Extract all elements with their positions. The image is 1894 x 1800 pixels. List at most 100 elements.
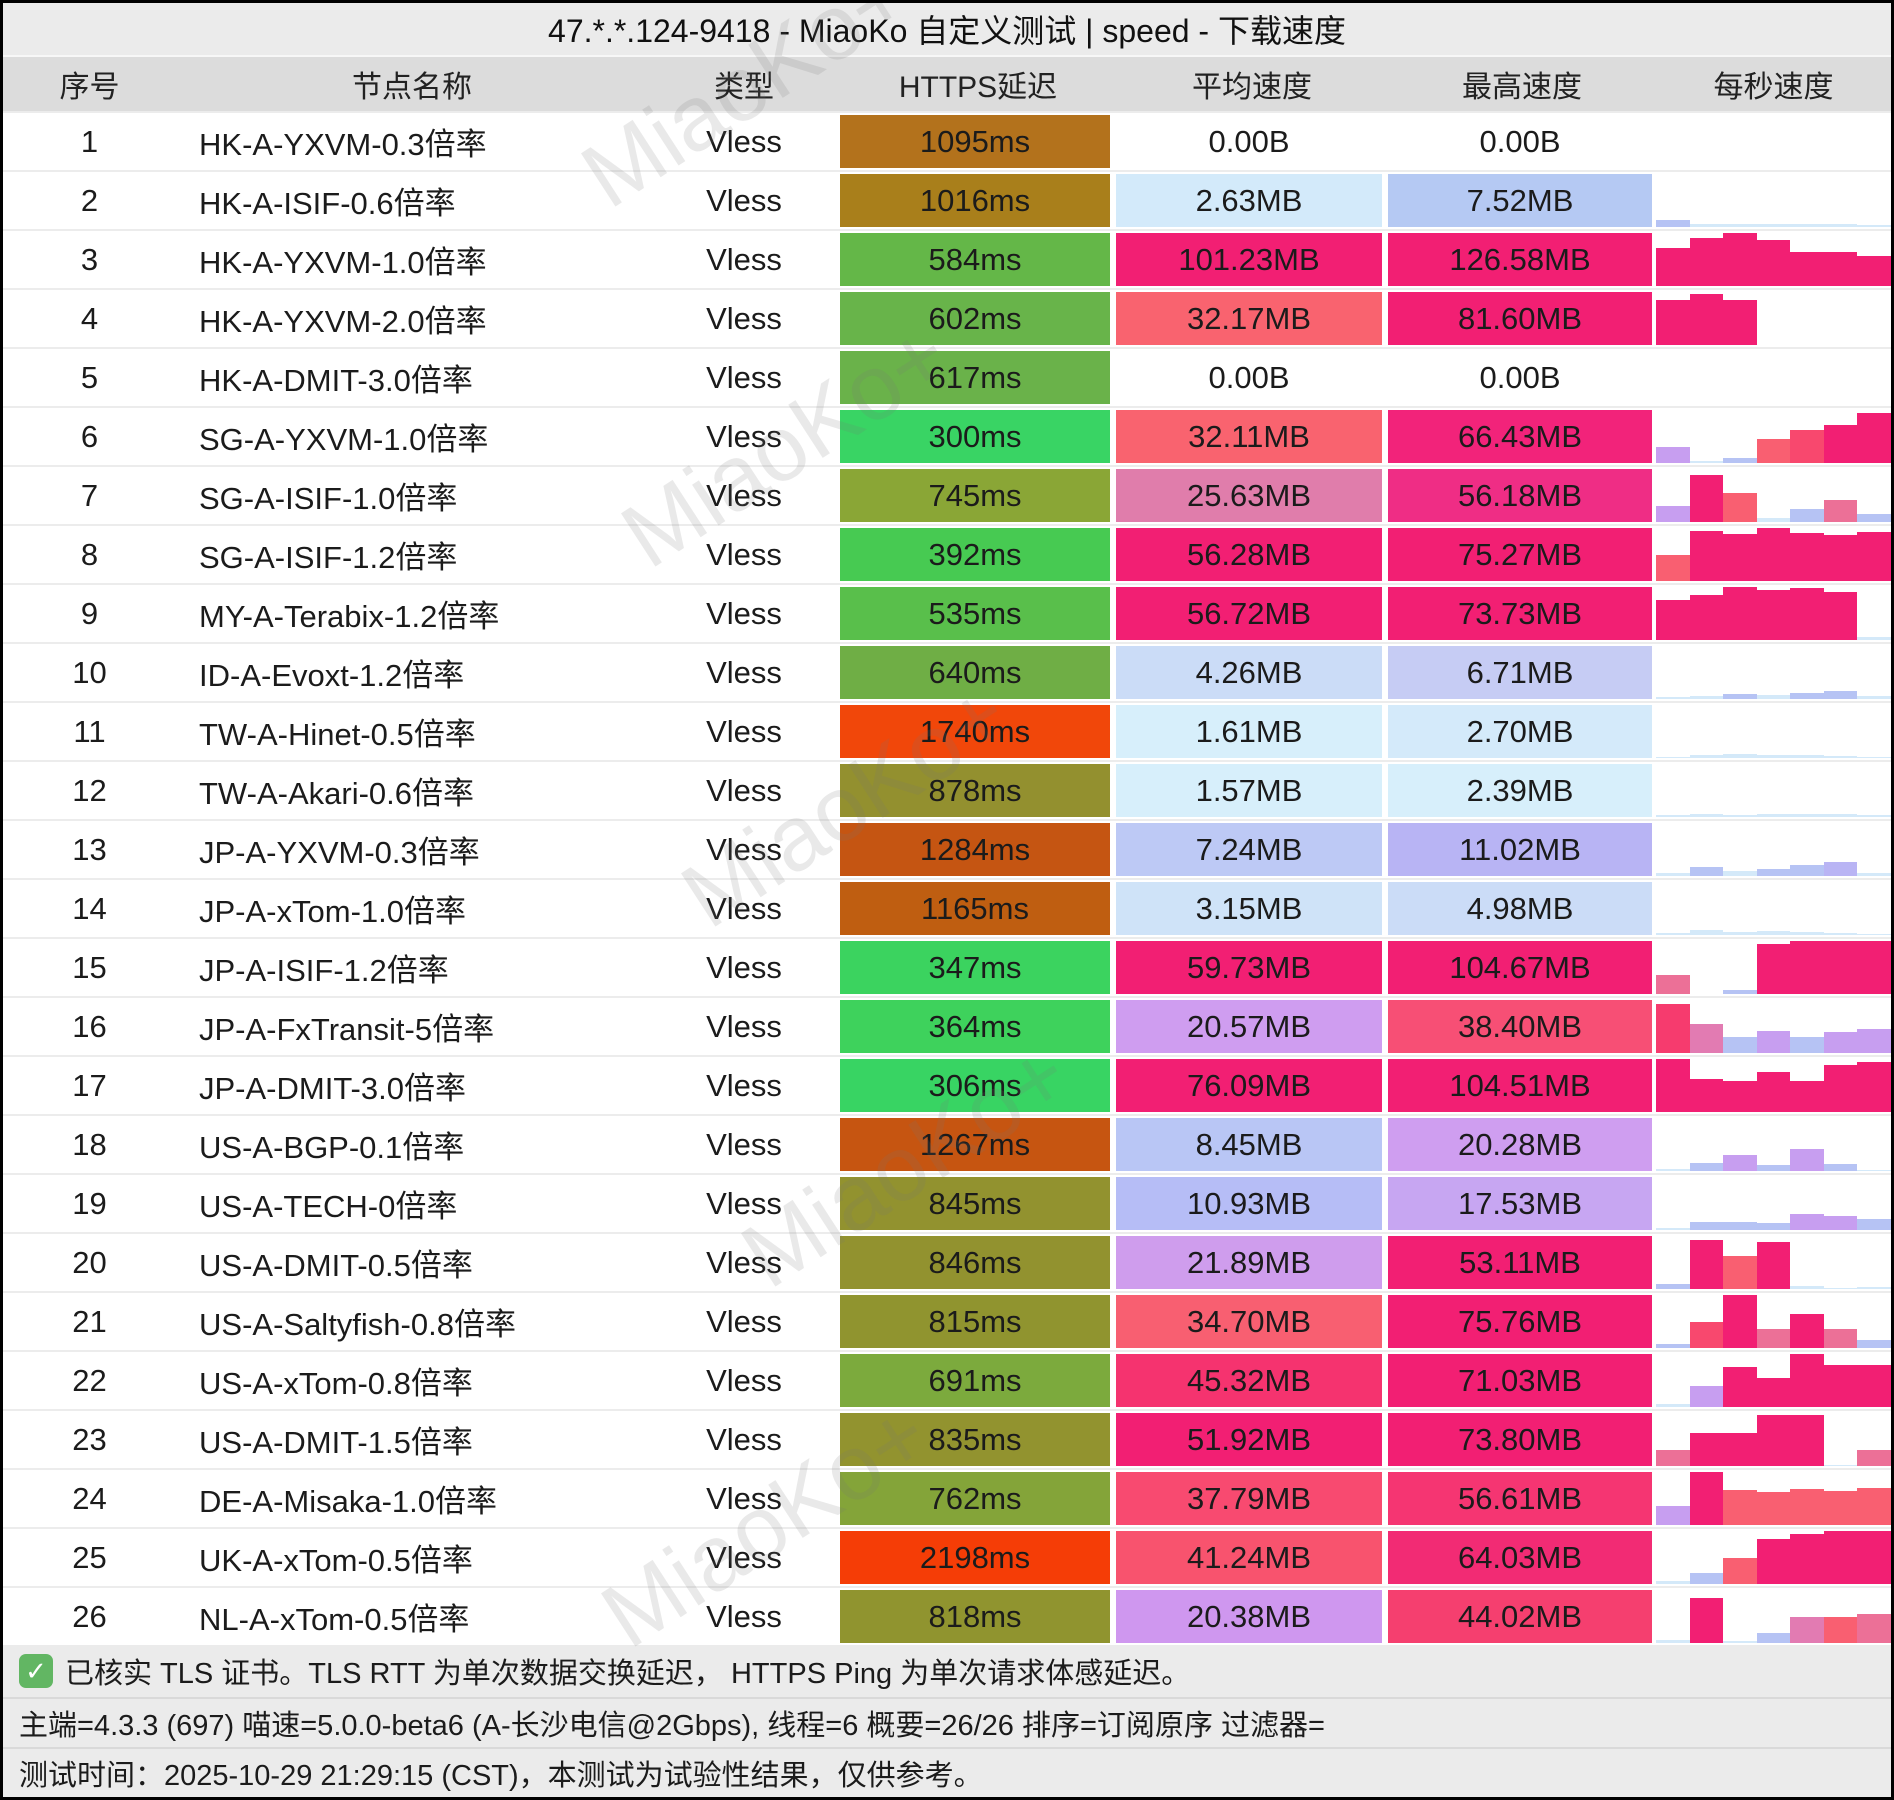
node-name-cell: SG-A-ISIF-1.0倍率	[199, 481, 458, 516]
speed-sparkline	[1656, 1295, 1891, 1348]
sparkline-bar	[1689, 1321, 1724, 1348]
row-index-cell: 7	[80, 477, 99, 513]
speed-sparkline	[1656, 410, 1891, 463]
speed-sparkline	[1656, 1059, 1891, 1112]
table-row: 26 NL-A-xTom-0.5倍率 Vless 818ms 20.38MB 44.02M…	[3, 1586, 1891, 1645]
footer: ✓ 已核实 TLS 证书。TLS RTT 为单次数据交换延迟， HTTPS Pi…	[3, 1645, 1891, 1797]
avg-speed-cell: 25.63MB	[1116, 469, 1382, 522]
max-speed-cell: 56.61MB	[1388, 1472, 1652, 1525]
https-latency-cell: 347ms	[840, 941, 1110, 994]
sparkline-bar	[1823, 1616, 1858, 1643]
sparkline-bar	[1689, 224, 1724, 227]
https-latency-cell-col: 878ms	[840, 762, 1116, 819]
sparkline-bar	[1723, 814, 1757, 817]
max-speed-cell-col: 0.00B	[1388, 349, 1656, 406]
node-name-cell: US-A-BGP-0.1倍率	[199, 1130, 465, 1165]
sparkline-bar	[1790, 430, 1824, 463]
row-index-cell: 15	[72, 949, 107, 985]
sparkline-bar	[1756, 1030, 1791, 1053]
sparkline-bar	[1857, 696, 1891, 699]
per-second-speed-cell	[1656, 762, 1891, 819]
per-second-speed-cell	[1656, 113, 1891, 170]
max-speed-cell: 73.80MB	[1388, 1413, 1652, 1466]
avg-speed-cell-col: 59.73MB	[1116, 939, 1388, 996]
row-index-cell: 2	[80, 182, 99, 218]
sparkline-bar	[1756, 869, 1791, 876]
sparkline-bar	[1823, 1065, 1858, 1112]
table-row: 1 HK-A-YXVM-0.3倍率 Vless 1095ms 0.00B 0.00B	[3, 111, 1891, 170]
sparkline-bar	[1823, 1164, 1858, 1171]
node-type-cell: Vless	[706, 1244, 782, 1280]
sparkline-bar	[1790, 755, 1824, 758]
sparkline-bar	[1857, 1286, 1891, 1289]
avg-speed-cell-col: 32.11MB	[1116, 408, 1388, 465]
avg-speed-cell-col: 51.92MB	[1116, 1411, 1388, 1468]
sparkline-bar	[1756, 224, 1791, 227]
max-speed-cell: 0.00B	[1479, 123, 1561, 159]
sparkline-bar	[1656, 506, 1690, 522]
node-type-cell: Vless	[706, 1067, 782, 1103]
col-header-node-name: 节点名称	[352, 71, 472, 104]
footer-test-time: 测试时间：2025-10-29 21:29:15 (CST)，本测试为试验性结果…	[3, 1747, 1891, 1797]
speed-sparkline	[1656, 115, 1891, 168]
sparkline-bar	[1857, 412, 1891, 463]
verified-check-icon: ✓	[19, 1654, 53, 1688]
sparkline-bar	[1689, 1432, 1724, 1466]
row-index-cell: 3	[80, 241, 99, 277]
https-latency-cell-col: 1016ms	[840, 172, 1116, 229]
sparkline-bar	[1756, 1242, 1791, 1289]
node-type-cell: Vless	[706, 1126, 782, 1162]
sparkline-bar	[1656, 756, 1690, 758]
avg-speed-cell: 76.09MB	[1116, 1059, 1382, 1112]
sparkline-bar	[1656, 975, 1690, 994]
node-name-cell: SG-A-YXVM-1.0倍率	[199, 422, 489, 457]
table-row: 18 US-A-BGP-0.1倍率 Vless 1267ms 8.45MB 20.28MB	[3, 1114, 1891, 1173]
table-row: 21 US-A-Saltyfish-0.8倍率 Vless 815ms 34.70MB 7…	[3, 1291, 1891, 1350]
max-speed-cell-col: 2.70MB	[1388, 703, 1656, 760]
avg-speed-cell: 4.26MB	[1116, 646, 1382, 699]
table-row: 16 JP-A-FxTransit-5倍率 Vless 364ms 20.57MB 38.…	[3, 996, 1891, 1055]
row-index-cell: 24	[72, 1480, 107, 1516]
avg-speed-cell-col: 1.57MB	[1116, 762, 1388, 819]
sparkline-bar	[1790, 941, 1824, 994]
speed-sparkline	[1656, 1531, 1891, 1584]
node-type-cell: Vless	[706, 772, 782, 808]
sparkline-bar	[1756, 943, 1791, 994]
sparkline-bar	[1656, 247, 1690, 286]
sparkline-bar	[1723, 534, 1757, 581]
max-speed-cell-col: 73.80MB	[1388, 1411, 1656, 1468]
sparkline-bar	[1823, 756, 1858, 758]
speed-sparkline	[1656, 292, 1891, 345]
sparkline-bar	[1756, 754, 1791, 758]
avg-speed-cell-col: 56.72MB	[1116, 585, 1388, 642]
avg-speed-cell: 3.15MB	[1116, 882, 1382, 935]
https-latency-cell: 835ms	[840, 1413, 1110, 1466]
per-second-speed-cell	[1656, 408, 1891, 465]
table-row: 11 TW-A-Hinet-0.5倍率 Vless 1740ms 1.61MB 2.70M…	[3, 701, 1891, 760]
max-speed-cell-col: 20.28MB	[1388, 1116, 1656, 1173]
max-speed-cell: 56.18MB	[1388, 469, 1652, 522]
max-speed-cell-col: 53.11MB	[1388, 1234, 1656, 1291]
https-latency-cell-col: 1267ms	[840, 1116, 1116, 1173]
table-row: 19 US-A-TECH-0倍率 Vless 845ms 10.93MB 17.53MB	[3, 1173, 1891, 1232]
sparkline-bar	[1723, 1640, 1757, 1643]
sparkline-bar	[1689, 1079, 1724, 1112]
per-second-speed-cell	[1656, 1529, 1891, 1586]
sparkline-bar	[1790, 588, 1824, 640]
row-index-cell: 6	[80, 418, 99, 454]
sparkline-bar	[1656, 1506, 1690, 1525]
table-row: 13 JP-A-YXVM-0.3倍率 Vless 1284ms 7.24MB 11.02M…	[3, 819, 1891, 878]
https-latency-cell: 818ms	[840, 1590, 1110, 1643]
node-name-cell: HK-A-ISIF-0.6倍率	[199, 186, 456, 221]
avg-speed-cell: 101.23MB	[1116, 233, 1382, 286]
sparkline-bar	[1823, 224, 1858, 227]
col-header-index: 序号	[59, 71, 120, 104]
speed-sparkline	[1656, 233, 1891, 286]
speed-sparkline	[1656, 646, 1891, 699]
https-latency-cell-col: 818ms	[840, 1588, 1116, 1645]
max-speed-cell-col: 66.43MB	[1388, 408, 1656, 465]
sparkline-bar	[1857, 514, 1891, 522]
sparkline-bar	[1857, 532, 1891, 581]
speed-sparkline	[1656, 1590, 1891, 1643]
per-second-speed-cell	[1656, 585, 1891, 642]
